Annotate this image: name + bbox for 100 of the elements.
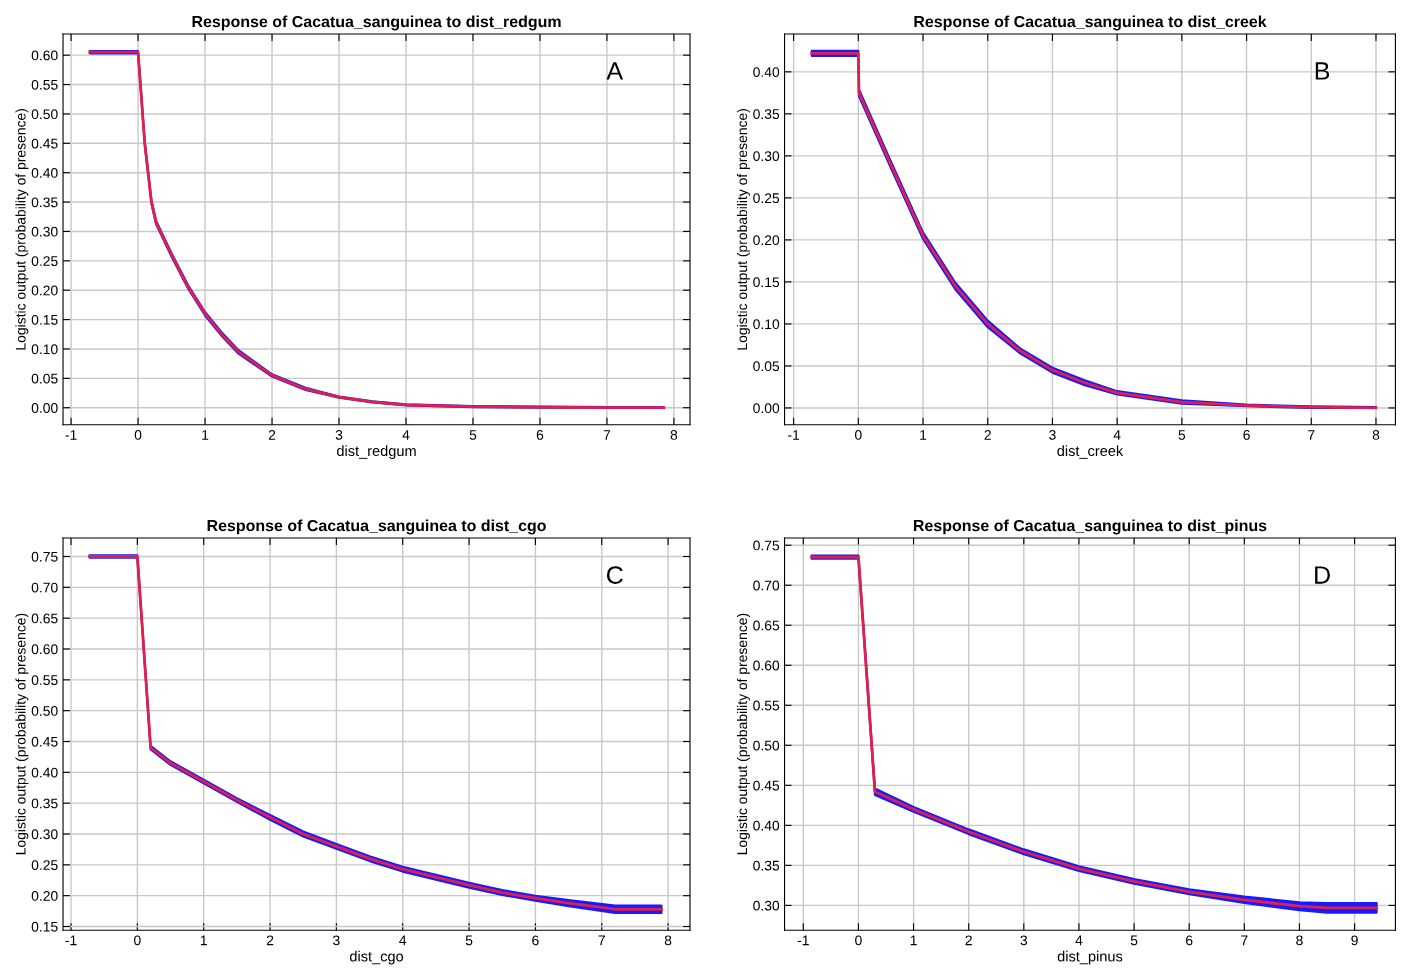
y-tick-label: 0.05 [753, 361, 780, 372]
x-tick-label: 3 [1049, 429, 1056, 440]
x-tick-label: -1 [65, 430, 77, 440]
y-tick-label: 0.45 [753, 780, 780, 791]
y-tick-label: 0.55 [31, 675, 58, 686]
chart-title: Response of Cacatua_sanguinea to dist_creek [914, 15, 1267, 31]
x-tick-label: 6 [536, 429, 544, 440]
y-tick-label: 0.25 [31, 256, 58, 266]
y-tick-label: 0.30 [753, 900, 780, 911]
y-tick-label: 0.60 [753, 660, 780, 671]
x-tick-label: 1 [202, 430, 209, 440]
y-tick-label: 0.30 [31, 829, 58, 840]
x-tick-label: -1 [797, 935, 809, 946]
x-tick-label: 7 [1241, 935, 1248, 946]
y-tick-label: 0.00 [31, 403, 58, 413]
x-axis-title: dist_cgo [349, 950, 404, 965]
annotation: B [1315, 62, 1330, 80]
y-tick-label: 0.40 [753, 67, 780, 77]
x-tick-label: -1 [65, 935, 77, 946]
x-tick-label: 7 [603, 430, 611, 440]
x-tick-label: 4 [1075, 935, 1083, 946]
y-tick-label: 0.75 [31, 551, 58, 562]
x-tick-label: 5 [1130, 935, 1138, 946]
y-tick-label: 0.70 [753, 580, 780, 591]
y-tick-label: 0.40 [753, 820, 780, 831]
y-tick-label: 0.65 [31, 613, 58, 624]
y-tick-label: 0.55 [753, 700, 780, 711]
x-tick-label: 2 [268, 429, 276, 440]
x-tick-label: 2 [965, 935, 972, 946]
y-axis-title: Logistic output (probability of presence) [15, 109, 29, 350]
x-tick-label: 6 [1186, 935, 1193, 946]
y-tick-label: 0.20 [753, 235, 780, 246]
y-axis-title: Logistic output (probability of presence) [736, 613, 750, 855]
x-tick-label: 4 [399, 935, 407, 946]
x-axis-title: dist_redgum [337, 445, 416, 459]
annotation: C [607, 566, 623, 584]
x-tick-label: 6 [1243, 429, 1250, 440]
y-tick-label: 0.30 [753, 151, 780, 162]
x-axis-title: dist_creek [1057, 445, 1124, 459]
y-tick-label: 0.40 [31, 767, 58, 778]
y-tick-label: 0.15 [753, 277, 780, 288]
y-tick-label: 0.60 [31, 50, 58, 61]
x-tick-label: 9 [1351, 935, 1358, 946]
y-tick-label: 0.70 [31, 582, 58, 593]
y-tick-label: 0.35 [753, 109, 780, 120]
y-tick-label: 0.25 [753, 193, 780, 204]
y-axis-title: Logistic output (probability of presence) [15, 613, 29, 855]
x-tick-label: 3 [335, 429, 343, 440]
y-tick-label: 0.05 [31, 373, 58, 384]
x-tick-label: 5 [465, 935, 473, 946]
x-tick-label: 3 [1020, 935, 1028, 946]
y-tick-label: 0.10 [753, 319, 780, 330]
x-tick-label: 1 [920, 430, 927, 440]
y-tick-label: 0.35 [31, 798, 58, 809]
y-tick-label: 0.55 [31, 79, 58, 90]
x-tick-label: 2 [984, 429, 991, 440]
y-tick-label: 0.20 [31, 891, 58, 901]
y-tick-label: 0.50 [31, 706, 58, 716]
y-tick-label: 0.50 [31, 109, 58, 120]
x-tick-label: 1 [200, 935, 207, 946]
y-tick-label: 0.30 [31, 226, 58, 237]
y-tick-label: 0.45 [31, 138, 58, 149]
y-tick-label: 0.20 [31, 285, 58, 296]
x-tick-label: 0 [855, 935, 862, 946]
x-tick-label: 4 [1113, 430, 1121, 440]
y-tick-label: 0.00 [753, 403, 780, 414]
chart-title: Response of Cacatua_sanguinea to dist_cgo [207, 519, 546, 535]
chart-title: Response of Cacatua_sanguinea to dist_redgum [192, 15, 561, 31]
x-tick-label: -1 [788, 430, 800, 440]
x-tick-label: 8 [664, 935, 672, 946]
x-tick-label: 8 [1372, 429, 1380, 440]
x-tick-label: 0 [134, 935, 141, 946]
x-tick-label: 1 [910, 935, 917, 946]
x-tick-label: 5 [1178, 430, 1186, 440]
x-tick-label: 0 [134, 429, 142, 440]
x-tick-label: 2 [266, 935, 274, 946]
y-tick-label: 0.35 [31, 197, 58, 208]
x-tick-label: 7 [598, 935, 605, 946]
y-tick-label: 0.35 [753, 860, 780, 871]
x-axis-title: dist_pinus [1057, 950, 1123, 965]
y-tick-label: 0.25 [31, 860, 58, 871]
y-tick-label: 0.60 [31, 644, 58, 655]
x-tick-label: 7 [1308, 430, 1315, 440]
x-tick-label: 8 [1296, 935, 1303, 946]
y-tick-label: 0.45 [31, 736, 58, 747]
x-tick-label: 5 [469, 430, 477, 440]
y-tick-label: 0.65 [753, 620, 780, 631]
y-tick-label: 0.15 [31, 921, 58, 932]
annotation: D [1315, 566, 1330, 584]
y-axis-title: Logistic output (probability of presence) [736, 109, 750, 350]
y-tick-label: 0.40 [31, 168, 58, 178]
y-tick-label: 0.75 [753, 540, 780, 551]
x-tick-label: 0 [855, 429, 862, 440]
x-tick-label: 4 [402, 430, 410, 440]
y-tick-label: 0.15 [31, 314, 58, 325]
chart-title: Response of Cacatua_sanguinea to dist_pinus [914, 519, 1267, 535]
x-tick-label: 6 [532, 935, 539, 946]
x-tick-label: 8 [670, 429, 678, 440]
annotation: A [606, 62, 624, 80]
y-tick-label: 0.10 [31, 344, 58, 355]
